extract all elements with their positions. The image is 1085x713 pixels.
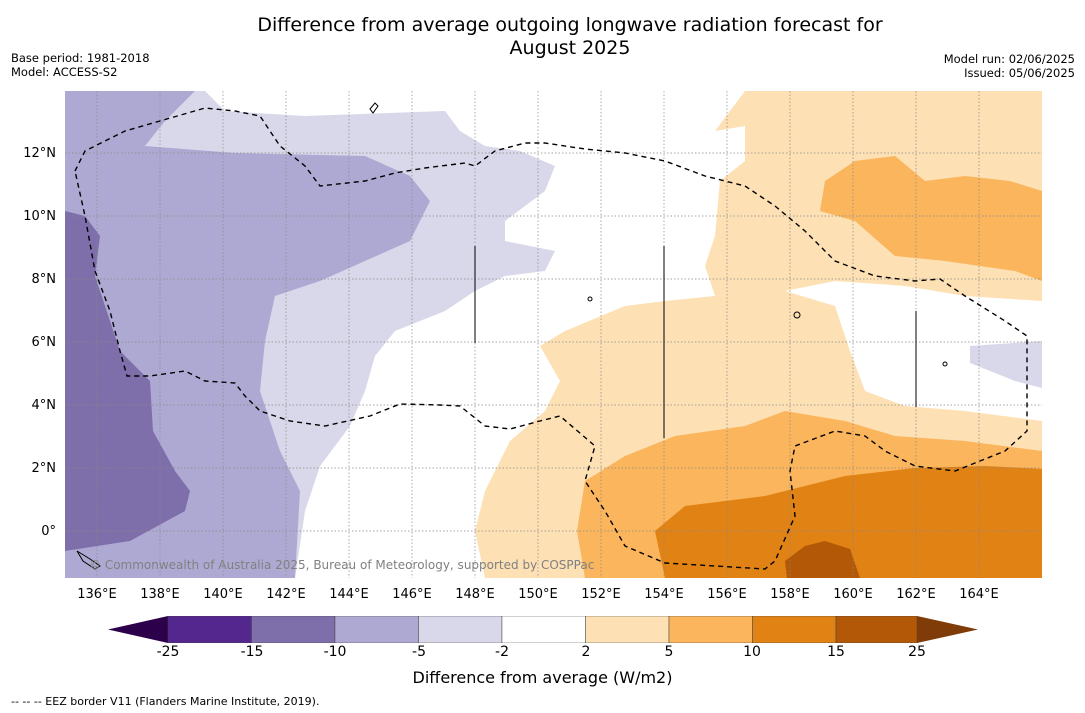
- island-outlines: [76, 102, 948, 570]
- lon-label-146e: 146°E: [392, 587, 432, 602]
- colorbar-bin-3: [334, 616, 419, 643]
- colorbar-tick: 5: [664, 644, 674, 660]
- colorbar-tick: 2: [581, 644, 591, 660]
- title-line-2: August 2025: [509, 37, 631, 59]
- anomaly-region-darkest-orange: [785, 541, 860, 578]
- eez-footnote: -- -- -- EEZ border V11 (Flanders Marine…: [11, 695, 320, 708]
- lon-label-136e: 136°E: [77, 587, 117, 602]
- lat-label-4n: 4°N: [31, 398, 57, 413]
- issued-date: Issued: 05/06/2025: [964, 66, 1075, 80]
- colorbar-over-arrow: [917, 616, 978, 643]
- lon-label-156e: 156°E: [707, 587, 747, 602]
- anomaly-region-dark-orange: [655, 466, 1042, 578]
- lon-label-164e: 164°E: [959, 587, 999, 602]
- model-info: Base period: 1981-2018 Model: ACCESS-S2: [11, 51, 150, 79]
- chart-title: Difference from average outgoing longwav…: [0, 14, 1085, 60]
- lat-label-12n: 12°N: [23, 146, 56, 161]
- colorbar-bin-4: [418, 616, 503, 643]
- colorbar-bin-6: [585, 616, 670, 643]
- colorbar-tick: 15: [827, 644, 845, 660]
- lat-label-8n: 8°N: [31, 272, 57, 287]
- lon-label-154e: 154°E: [644, 587, 684, 602]
- colorbar-tick: -15: [240, 644, 264, 660]
- title-line-1: Difference from average outgoing longwav…: [257, 14, 883, 36]
- colorbar-tick: 25: [908, 644, 926, 660]
- model-run-date: Model run: 02/06/2025: [943, 52, 1075, 66]
- anomaly-region-dark-purple: [65, 211, 190, 551]
- colorbar-bin-2: [251, 616, 336, 643]
- eez-borders: [74, 107, 1028, 570]
- lon-label-150e: 150°E: [518, 587, 558, 602]
- copyright-notice: © Commonwealth of Australia 2025, Bureau…: [89, 558, 595, 572]
- colorbar-label: Difference from average (W/m2): [412, 668, 673, 687]
- lon-label-160e: 160°E: [833, 587, 873, 602]
- anomaly-map: [65, 91, 1042, 578]
- lon-label-144e: 144°E: [329, 587, 369, 602]
- colorbar-under-arrow: [108, 616, 168, 643]
- colorbar-bin-5: [501, 616, 586, 643]
- lat-label-0: 0°: [41, 524, 56, 539]
- anomaly-region-light-purple-east: [970, 341, 1042, 388]
- anomaly-region-medium-orange: [820, 156, 1042, 281]
- colorbar-tick: -5: [412, 644, 426, 660]
- lon-label-138e: 138°E: [140, 587, 180, 602]
- lon-label-162e: 162°E: [896, 587, 936, 602]
- lat-label-10n: 10°N: [23, 209, 56, 224]
- colorbar: [108, 616, 978, 643]
- colorbar-tick: -10: [323, 644, 347, 660]
- colorbar-tick: -2: [495, 644, 509, 660]
- lon-label-152e: 152°E: [581, 587, 621, 602]
- lat-label-6n: 6°N: [31, 335, 57, 350]
- colorbar-bin-1: [167, 616, 252, 643]
- lon-label-158e: 158°E: [770, 587, 810, 602]
- lat-label-2n: 2°N: [31, 461, 57, 476]
- lon-label-142e: 142°E: [266, 587, 306, 602]
- colorbar-bin-9: [835, 616, 918, 643]
- lon-label-148e: 148°E: [455, 587, 495, 602]
- model-name: Model: ACCESS-S2: [11, 65, 118, 79]
- colorbar-bin-8: [752, 616, 837, 643]
- colorbar-bin-7: [668, 616, 753, 643]
- lon-label-140e: 140°E: [203, 587, 243, 602]
- base-period: Base period: 1981-2018: [11, 51, 150, 65]
- run-info: Model run: 02/06/2025 Issued: 05/06/2025: [944, 52, 1075, 80]
- colorbar-tick: 10: [743, 644, 761, 660]
- colorbar-tick: -25: [156, 644, 180, 660]
- graticule: [65, 91, 1042, 578]
